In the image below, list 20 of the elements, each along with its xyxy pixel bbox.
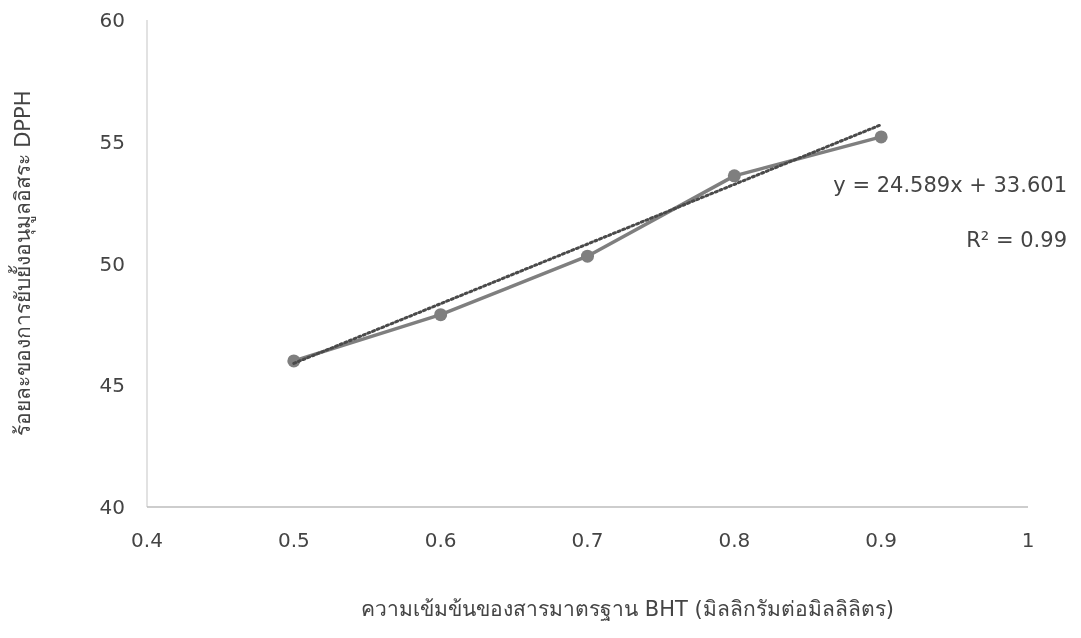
point (581, 249, 594, 263)
x-tick-label: 0.6 (424, 528, 457, 552)
y-tick-label: 60 (99, 8, 125, 32)
x-tick-label: 1 (1021, 528, 1035, 552)
point (874, 130, 888, 144)
annotation: R² = 0.99 (966, 228, 1067, 252)
x-tick-label: 0.8 (718, 528, 751, 552)
annotation: y = 24.589x + 33.601 (833, 173, 1067, 197)
x-tick-label: 0.7 (571, 528, 604, 552)
y-axis-title: ร้อยละของการยับยั้งอนุมูลอิสระ DPPH (8, 90, 36, 437)
point (727, 169, 741, 183)
y-tick-label: 50 (99, 251, 125, 276)
x-axis-title: ความเข้มข้นของสารมาตรฐาน BHT (มิลลิกรัมต่อมิลลิลิตร) (361, 597, 894, 621)
x-tick-label: 0.4 (131, 528, 163, 552)
y-tick-label: 45 (99, 373, 125, 398)
y-tick-label: 55 (99, 129, 125, 154)
x-tick-label: 0.9 (865, 528, 898, 552)
x-tick-label: 0.5 (277, 528, 310, 552)
point (434, 308, 448, 322)
y-tick-label: 40 (99, 495, 125, 519)
